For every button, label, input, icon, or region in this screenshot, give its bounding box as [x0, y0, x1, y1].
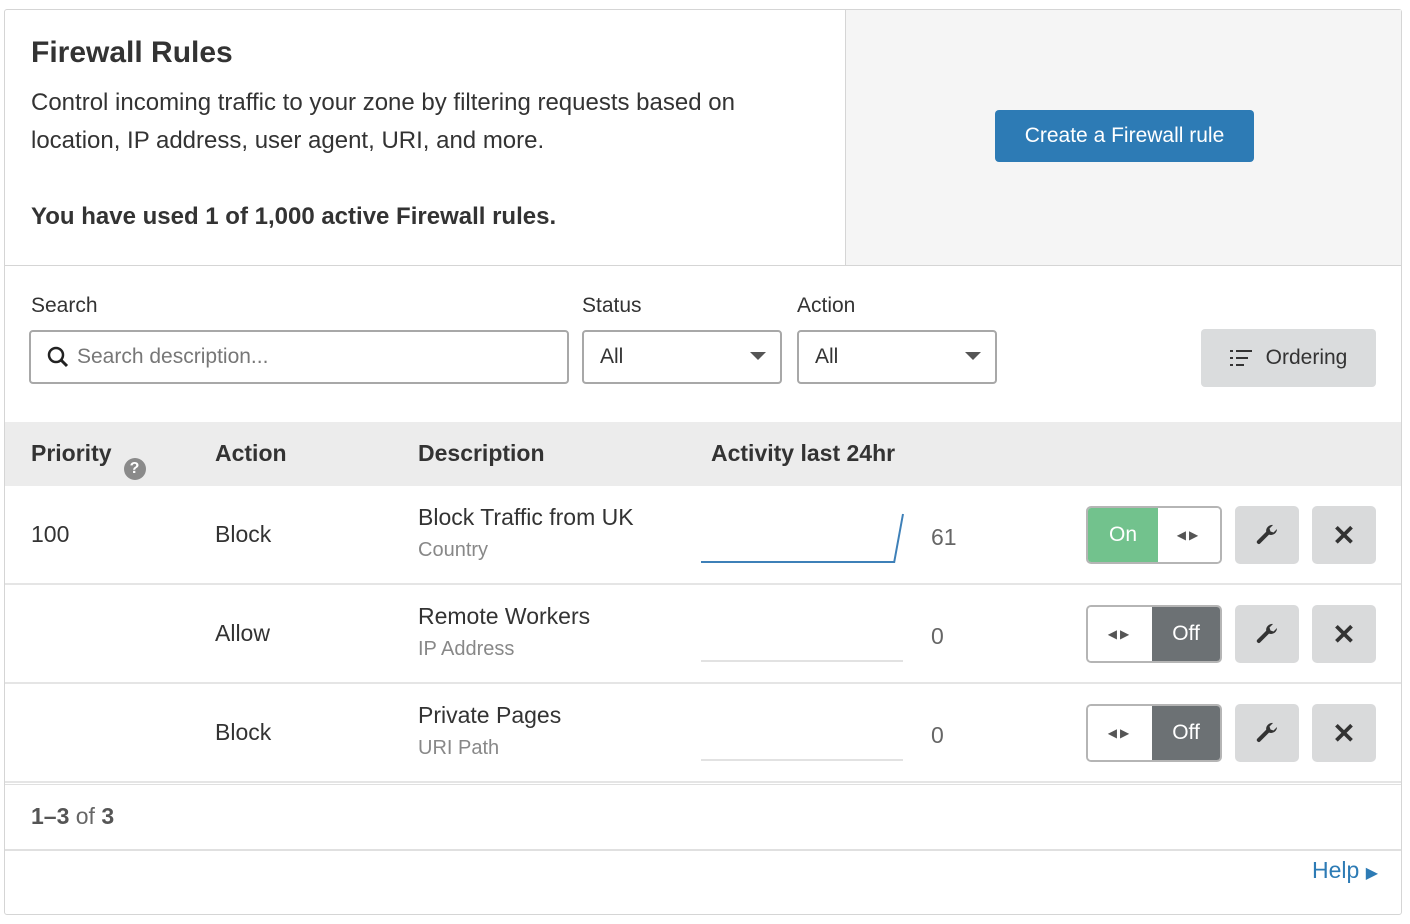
ordering-label: Ordering — [1265, 346, 1348, 369]
rule-enabled-toggle[interactable]: On ◀▶ — [1086, 506, 1222, 564]
wrench-icon — [1256, 722, 1277, 742]
table-row: 100 Block Block Traffic from UK Country 6… — [5, 486, 1401, 585]
usage-text: You have used 1 of 1,000 active Firewall… — [31, 203, 557, 230]
rule-description[interactable]: Block Traffic from UK Country — [418, 504, 634, 562]
rule-description-text: Remote Workers — [418, 603, 591, 629]
sparkline-line — [701, 513, 904, 563]
page-title: Firewall Rules — [31, 36, 233, 69]
rule-type: Country — [418, 539, 489, 561]
toggle-handle-icon: ◀▶ — [1088, 706, 1152, 760]
close-icon: ✕ — [1332, 618, 1356, 650]
caret-right-icon: ▶ — [1365, 865, 1378, 882]
list-icon — [1229, 350, 1252, 366]
column-action: Action — [215, 440, 287, 466]
close-icon: ✕ — [1332, 519, 1356, 551]
close-icon: ✕ — [1332, 717, 1356, 749]
activity-count: 0 — [931, 623, 944, 649]
activity-sparkline — [701, 513, 904, 563]
activity-count: 0 — [931, 722, 944, 748]
create-rule-button[interactable]: Create a Firewall rule — [995, 110, 1254, 162]
wrench-icon — [1256, 524, 1277, 544]
toggle-handle-icon: ◀▶ — [1088, 607, 1152, 661]
rule-enabled-toggle[interactable]: ◀▶ Off — [1086, 704, 1222, 762]
firewall-rules-card: Firewall Rules Control incoming traffic … — [4, 9, 1402, 915]
chevron-down-icon — [750, 352, 766, 360]
help-label: Help — [1311, 857, 1360, 883]
chevron-down-icon — [965, 352, 981, 360]
rule-description-text: Private Pages — [418, 702, 562, 728]
column-priority-label: Priority — [31, 440, 112, 466]
delete-rule-button[interactable]: ✕ — [1312, 605, 1376, 663]
status-value: All — [600, 345, 624, 368]
activity-count: 61 — [931, 524, 957, 550]
column-priority: Priority? — [31, 440, 146, 480]
activity-sparkline — [701, 759, 903, 761]
search-label: Search — [31, 294, 98, 317]
activity-sparkline — [701, 660, 903, 662]
wrench-icon — [1256, 623, 1277, 643]
pagination-total: 3 — [101, 803, 115, 829]
header-section: Firewall Rules Control incoming traffic … — [5, 10, 1401, 266]
toggle-off-label: Off — [1152, 607, 1220, 661]
delete-rule-button[interactable]: ✕ — [1312, 506, 1376, 564]
pagination: 1–3 of 3 — [5, 784, 1401, 851]
rule-priority: 100 — [31, 521, 70, 547]
rule-action: Block — [215, 521, 272, 547]
ordering-button[interactable]: Ordering — [1201, 329, 1376, 387]
intro: Firewall Rules Control incoming traffic … — [5, 10, 845, 265]
edit-rule-button[interactable] — [1235, 605, 1299, 663]
edit-rule-button[interactable] — [1235, 506, 1299, 564]
page-description: Control incoming traffic to your zone by… — [31, 89, 735, 154]
action-label: Action — [797, 294, 856, 317]
status-label: Status — [582, 294, 642, 317]
delete-rule-button[interactable]: ✕ — [1312, 704, 1376, 762]
rule-type: URI Path — [418, 737, 500, 759]
rule-description-text: Block Traffic from UK — [418, 504, 634, 530]
pagination-range: 1–3 — [31, 803, 70, 829]
toggle-handle-icon: ◀▶ — [1158, 508, 1220, 562]
cta-panel: Create a Firewall rule — [845, 10, 1401, 265]
help-link[interactable]: Help ▶ — [1312, 857, 1378, 884]
search-icon — [47, 346, 69, 368]
search-placeholder: Search description... — [77, 345, 269, 368]
action-select[interactable]: All — [797, 330, 997, 384]
toggle-off-label: Off — [1152, 706, 1220, 760]
table-row: Block Private Pages URI Path 0 ◀▶ Off ✕ — [5, 684, 1401, 783]
search-input[interactable]: Search description... — [29, 330, 569, 384]
table-row: Allow Remote Workers IP Address 0 ◀▶ Off ✕ — [5, 585, 1401, 684]
rule-enabled-toggle[interactable]: ◀▶ Off — [1086, 605, 1222, 663]
rule-description[interactable]: Private Pages URI Path — [418, 702, 561, 760]
table-header: Priority? Action Description Activity la… — [5, 422, 1401, 486]
action-value: All — [815, 345, 839, 368]
pagination-of: of — [75, 803, 95, 829]
column-activity: Activity last 24hr — [711, 440, 896, 466]
status-select[interactable]: All — [582, 330, 782, 384]
edit-rule-button[interactable] — [1235, 704, 1299, 762]
help-icon[interactable]: ? — [123, 458, 146, 480]
rule-description[interactable]: Remote Workers IP Address — [418, 603, 590, 661]
rule-type: IP Address — [418, 638, 515, 660]
rule-action: Block — [215, 719, 272, 745]
column-description: Description — [418, 440, 545, 466]
rule-action: Allow — [215, 620, 270, 646]
toggle-on-label: On — [1088, 508, 1158, 562]
